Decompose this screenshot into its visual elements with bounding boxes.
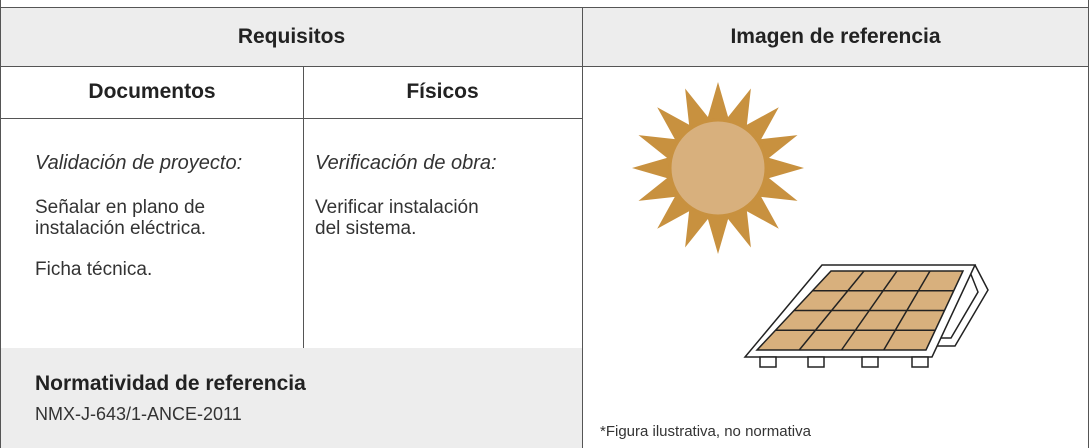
sun — [668, 118, 768, 218]
panel-grid — [883, 270, 931, 351]
solar-panel — [743, 264, 989, 368]
header-cell: Imagen de referencia — [582, 7, 1089, 67]
cell-title: Verificación de obra: — [315, 152, 497, 174]
header-cell: Requisitos — [0, 7, 583, 67]
item: Señalar en plano de instalación eléctric… — [35, 197, 207, 239]
subheader-text: Documentos — [88, 80, 216, 103]
footnote: *Figura ilustrativa, no normativa — [600, 423, 811, 440]
item: Ficha técnica. — [35, 259, 153, 280]
cell-title: Validación de proyecto: — [35, 152, 243, 174]
norm-title: Normatividad de referencia — [35, 372, 306, 395]
subheader-cell: Físicos — [303, 66, 583, 119]
header-text: Requisitos — [237, 25, 346, 48]
item: Verificar instalación del sistema. — [315, 197, 479, 239]
subheader-text: Físicos — [406, 80, 479, 103]
header-text: Imagen de referencia — [730, 25, 941, 48]
normatividad-cell: Normatividad de referencia NMX-J-643/1-A… — [0, 348, 583, 448]
subheader-cell: Documentos — [0, 66, 304, 119]
fisicos-cell: Verificación de obra: Verificar instalac… — [303, 118, 583, 349]
norm-value: NMX-J-643/1-ANCE-2011 — [35, 404, 242, 424]
